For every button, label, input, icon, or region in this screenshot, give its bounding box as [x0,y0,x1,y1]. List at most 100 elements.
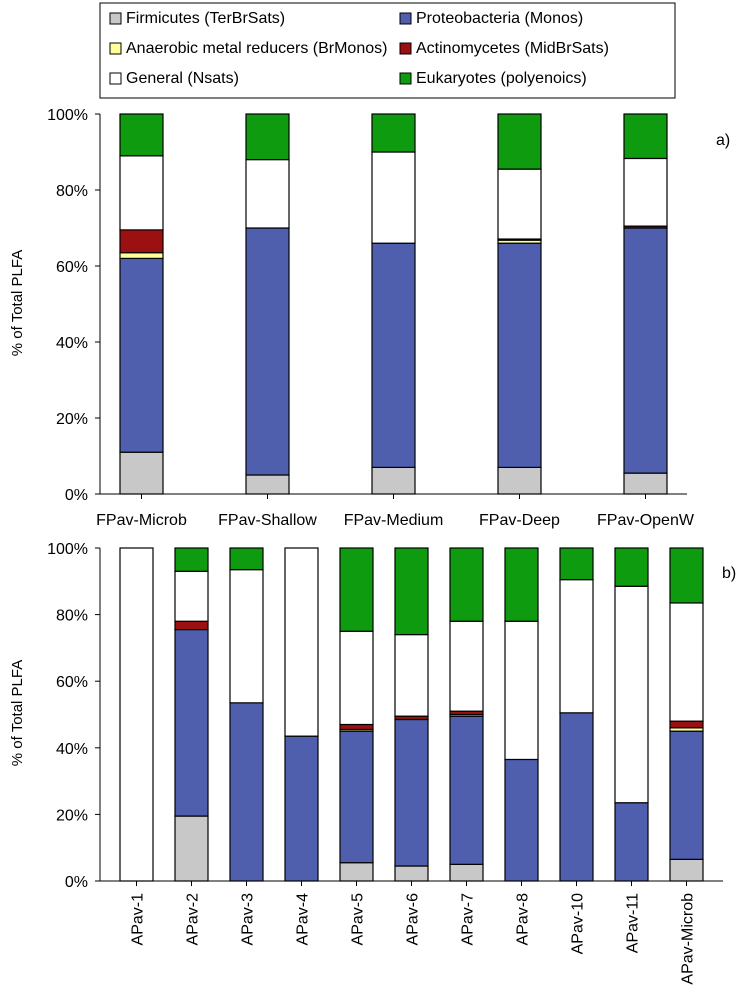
legend-item-anaerobic: Anaerobic metal reducers (BrMonos) [109,40,387,57]
panel-a-bar-firmicutes [623,472,668,495]
panel-b-ytick-label: 40% [56,741,88,758]
panel-b-bar-firmicutes [449,863,484,882]
legend-swatch-actinomycetes [399,42,412,55]
legend-item-firmicutes: Firmicutes (TerBrSats) [109,10,285,27]
panel-b-bar-eukaryotes [449,547,484,622]
panel-b-bar-eukaryotes [394,547,429,636]
panel-b-bar-eukaryotes [229,547,264,571]
panel-a-ytick-label: 0% [65,487,88,504]
legend-label-proteobacteria: Proteobacteria (Monos) [416,10,583,27]
panel-a-category-label: FPav-Microb [96,512,187,529]
panel-a-bar-general [245,159,290,229]
panel-a-bar-anaerobic [119,252,164,259]
panel-b-bar-general [339,630,374,726]
legend-swatch-anaerobic [109,42,122,55]
panel-b-bar-general [559,579,594,714]
legend-swatch-firmicutes [109,12,122,25]
legend-item-proteobacteria: Proteobacteria (Monos) [399,10,583,27]
legend: Firmicutes (TerBrSats) Proteobacteria (M… [99,2,676,99]
panel-b-bar-firmicutes [174,815,209,882]
panel-b-bar-general [174,570,209,622]
panel-a-bar-firmicutes [497,466,542,495]
legend-label-eukaryotes: Eukaryotes (polyenoics) [416,70,587,87]
panel-a-bar-firmicutes [245,474,290,495]
panel-b-bar-proteobacteria [229,702,264,882]
panel-b-category-label: APav-11 [625,893,642,953]
panel-b-bar-proteobacteria [669,730,704,860]
legend-item-general: General (Nsats) [109,70,239,87]
panel-a-ytick-label: 60% [56,259,88,276]
panel-b-bar-proteobacteria [559,712,594,882]
panel-a-bar-proteobacteria [497,242,542,468]
panel-b-bar-eukaryotes [669,547,704,604]
legend-label-firmicutes: Firmicutes (TerBrSats) [126,10,285,27]
panel-b-category-label: APav-7 [460,893,477,946]
legend-item-actinomycetes: Actinomycetes (MidBrSats) [399,40,609,57]
panel-a-label: a) [716,132,730,149]
panel-a-category-label: FPav-Shallow [218,512,317,529]
panel-b-bar-actinomycetes [339,723,374,731]
panel-a-category-label: FPav-Medium [344,512,444,529]
panel-a-category-label: FPav-Deep [479,512,560,529]
panel-a-bar-proteobacteria [119,257,164,453]
panel-b-category-label: APav-2 [185,893,202,946]
panel-b-bar-proteobacteria [614,802,649,882]
panel-b-bar-general [504,620,539,761]
panel-b-bar-firmicutes [669,858,704,882]
panel-b-bar-general [614,585,649,804]
panel-b-category-label: APav-5 [350,893,367,946]
legend-label-general: General (Nsats) [126,70,239,87]
panel-a-bar-eukaryotes [497,113,542,170]
panel-b-ytick-label: 100% [47,541,88,558]
panel-b-bar-eukaryotes [339,547,374,632]
panel-b-bar-general [449,620,484,712]
panel-b-bar-proteobacteria [394,718,429,867]
panel-a-bar-actinomycetes [119,229,164,254]
panel-b-bar-actinomycetes [174,620,209,631]
panel-b-category-label: APav-8 [515,893,532,946]
panel-a-bar-firmicutes [119,451,164,495]
panel-b-bar-general [394,633,429,717]
panel-a-bar-eukaryotes [245,113,290,161]
panel-b-category-label: APav-6 [405,893,422,946]
panel-a-ytick-label: 40% [56,335,88,352]
panel-a-bar-proteobacteria [245,227,290,476]
panel-b-bar-proteobacteria [284,735,319,882]
panel-b-bar-general [284,547,319,737]
panel-b-bar-proteobacteria [174,628,209,817]
panel-b-bar-eukaryotes [559,547,594,581]
panel-b-bar-eukaryotes [174,547,209,572]
panel-b-bar-actinomycetes [669,720,704,729]
legend-label-anaerobic: Anaerobic metal reducers (BrMonos) [126,40,387,57]
panel-b-bar-proteobacteria [504,758,539,882]
panel-a-bar-general [497,168,542,240]
panel-a-bar-firmicutes [371,466,416,495]
panel-b-ytick-label: 80% [56,608,88,625]
panel-a-bar-proteobacteria [623,227,668,474]
panel-b-category-label: APav-10 [570,893,587,954]
panel-a-bar-eukaryotes [623,113,668,160]
panel-b-ytick-label: 20% [56,807,88,824]
panel-a-bar-general [119,155,164,231]
panel-a-bar-proteobacteria [371,242,416,468]
chart-panel-b: % of Total PLFA b) 0% 20% 40% 60% 80% 100% APa… [9,541,736,985]
panel-b-label: b) [722,565,736,582]
legend-swatch-eukaryotes [399,72,412,85]
panel-a-ylabel: % of Total PLFA [9,250,26,356]
panel-b-category-label: APav-Microb [680,893,697,985]
legend-swatch-proteobacteria [399,12,412,25]
panel-b-bar-proteobacteria [339,730,374,864]
panel-b-bar-general [229,569,264,704]
panel-b-ylabel: % of Total PLFA [9,660,26,766]
panel-a-ytick-label: 80% [56,183,88,200]
panel-b-category-label: APav-1 [130,893,147,946]
panel-b-category-label: APav-3 [240,893,257,946]
panel-b-bar-eukaryotes [614,547,649,587]
panel-b-bar-general [669,602,704,722]
legend-item-eukaryotes: Eukaryotes (polyenoics) [399,70,587,87]
panel-a-bar-eukaryotes [119,113,164,157]
panel-b-bar-firmicutes [394,865,429,882]
panel-a-bar-general [371,151,416,244]
legend-label-actinomycetes: Actinomycetes (MidBrSats) [416,40,609,57]
